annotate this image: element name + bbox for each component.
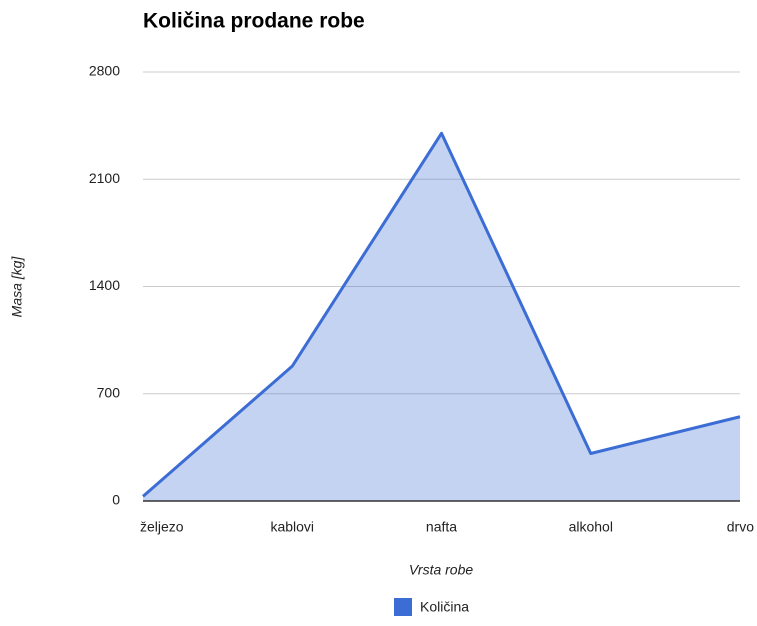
y-tick-label: 0: [112, 492, 120, 508]
x-tick-label: nafta: [426, 519, 457, 535]
chart-title: Količina prodane robe: [143, 10, 365, 33]
x-tick-label: kablovi: [270, 519, 314, 535]
y-tick-label: 2800: [89, 63, 120, 79]
line: [142, 131, 741, 498]
area: [143, 133, 740, 502]
x-tick-label: drvo: [727, 519, 754, 535]
x-tick-label: željezo: [140, 519, 184, 535]
y-axis-label: Masa [kg]: [9, 256, 25, 318]
y-tick-label: 1400: [89, 277, 120, 293]
legend-label: Količina: [420, 599, 469, 615]
y-tick-label: 700: [97, 384, 121, 400]
legend-swatch: [394, 598, 412, 616]
x-tick-label: alkohol: [569, 519, 613, 535]
x-axis-label: Vrsta robe: [409, 562, 474, 578]
y-tick-label: 2100: [89, 170, 120, 186]
